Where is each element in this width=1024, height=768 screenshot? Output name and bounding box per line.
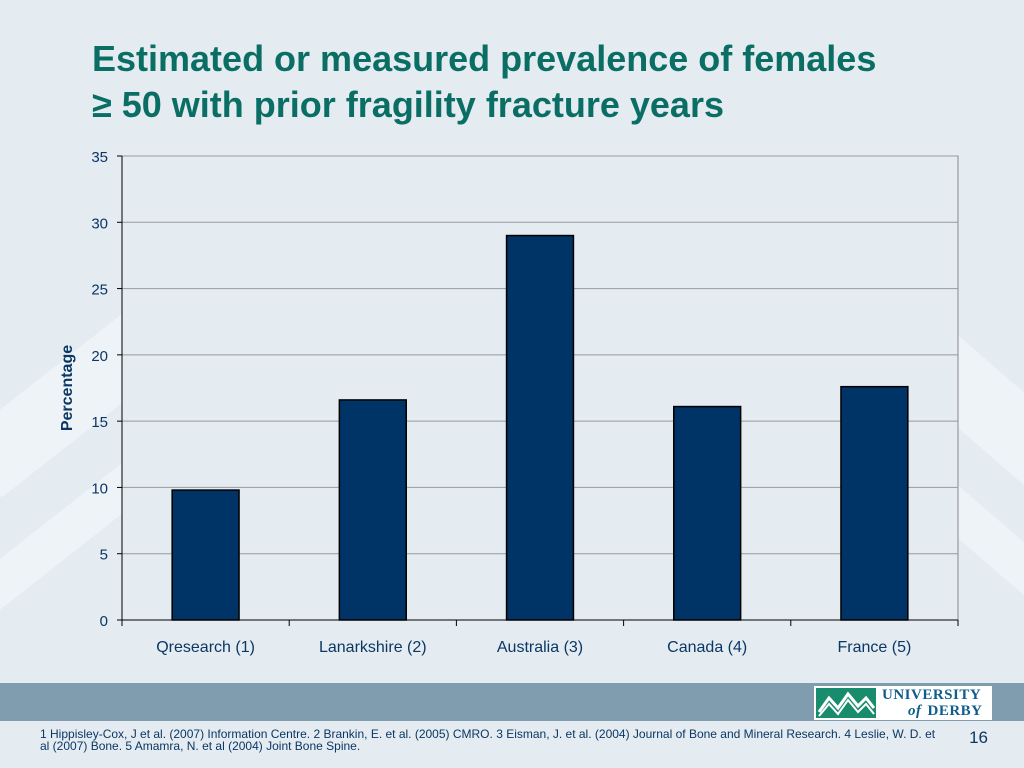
x-tick-label: Qresearch (1) — [156, 639, 255, 656]
university-logo: UNIVERSITY of DERBY — [814, 686, 992, 720]
y-tick-label: 15 — [91, 414, 108, 431]
x-tick-label: Australia (3) — [497, 639, 583, 656]
slide-title-line1: Estimated or measured prevalence of fema… — [92, 38, 877, 79]
y-axis-label: Percentage — [59, 345, 76, 431]
slide-title: Estimated or measured prevalence of fema… — [92, 36, 992, 128]
bar — [505, 234, 575, 621]
x-tick-label: Canada (4) — [667, 639, 747, 656]
bar — [171, 489, 240, 621]
slide-title-line2: ≥ 50 with prior fragility fracture years — [92, 84, 724, 125]
y-tick-label: 35 — [91, 149, 108, 166]
y-tick-label: 10 — [91, 480, 108, 497]
mountains-logo-icon — [816, 688, 876, 718]
y-tick-label: 5 — [100, 547, 108, 564]
bar — [673, 405, 742, 621]
page-number: 16 — [969, 728, 988, 747]
logo-text-derby: of DERBY — [908, 703, 983, 720]
bar-chart: 0 5 10 15 20 25 30 35 Qresearch (1) Lanarkshire (… — [59, 149, 959, 656]
y-tick-label: 0 — [100, 613, 108, 630]
y-tick-label: 20 — [91, 348, 108, 365]
references-footnote: 1 Hippisley-Cox, J et al. (2007) Informa… — [40, 727, 936, 753]
y-tick-label: 30 — [91, 215, 108, 232]
logo-text-derby-word: DERBY — [927, 703, 983, 719]
bar — [840, 385, 909, 621]
bar — [338, 399, 407, 621]
x-tick-label: France (5) — [838, 639, 912, 656]
x-tick-label: Lanarkshire (2) — [319, 639, 427, 656]
logo-text-of: of — [908, 703, 922, 719]
logo-text-university: UNIVERSITY — [882, 687, 982, 703]
y-tick-label: 25 — [91, 282, 108, 299]
